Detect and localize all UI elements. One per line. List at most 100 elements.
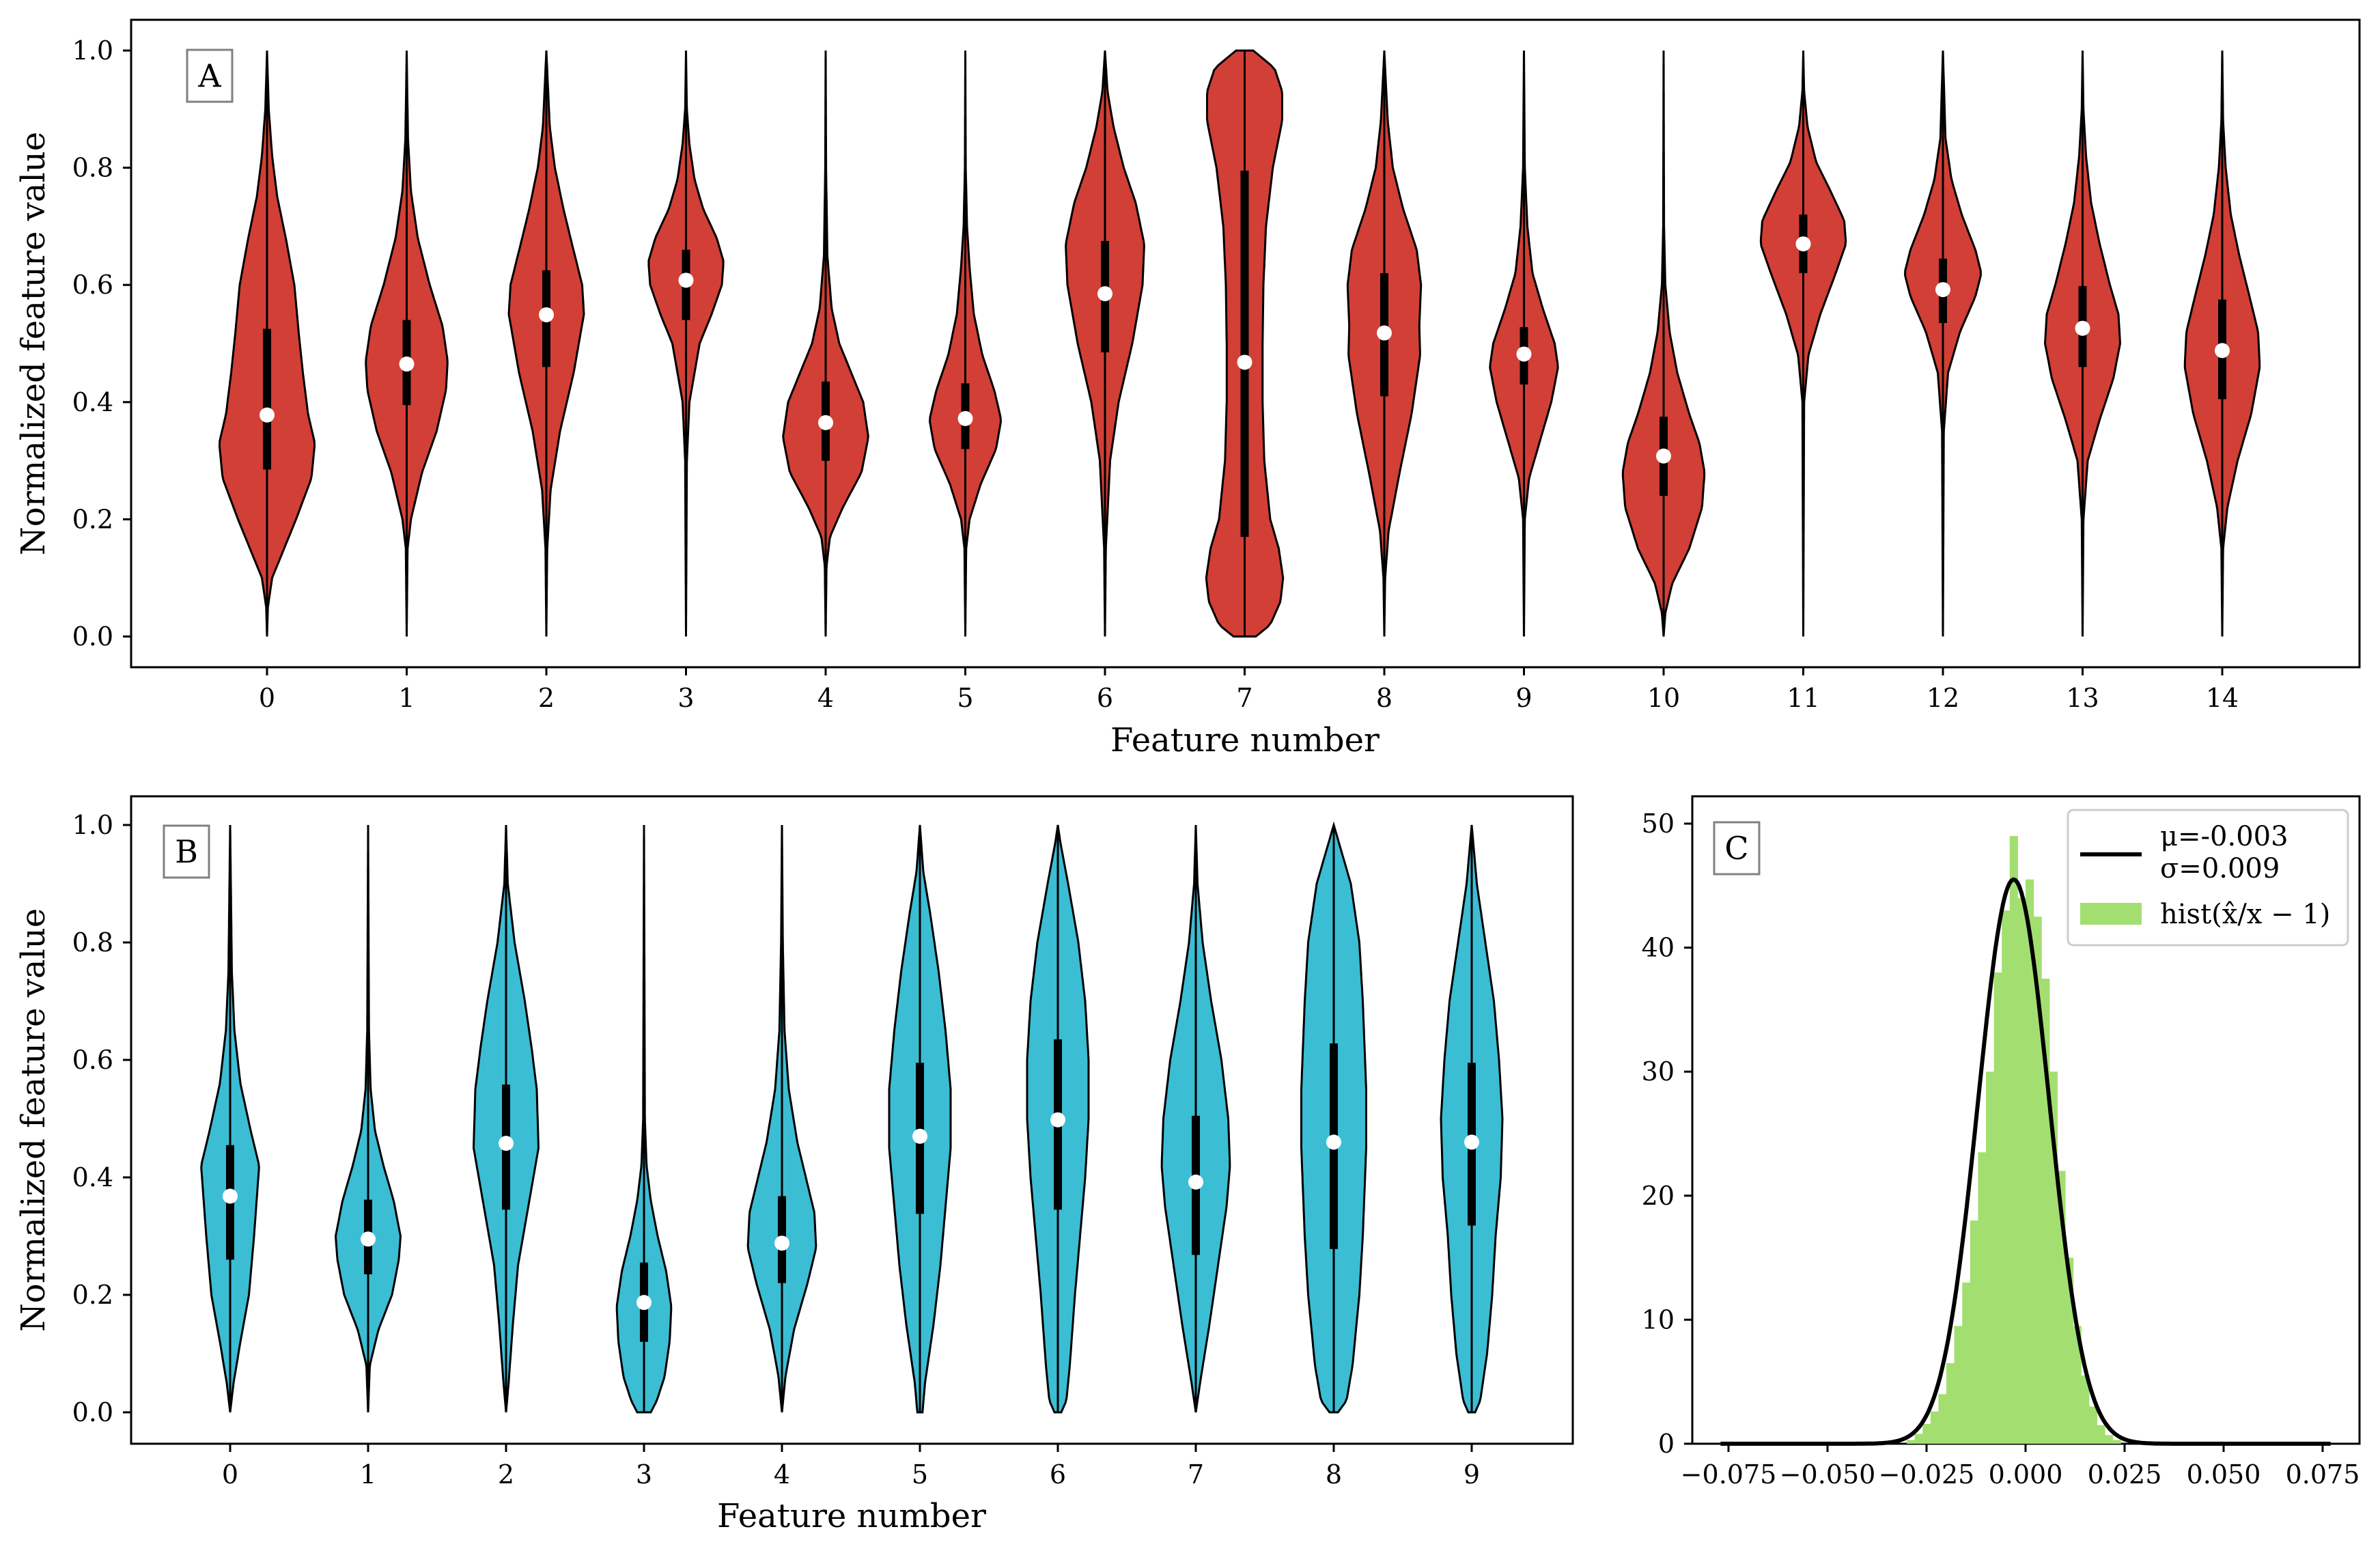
x-tick-label: 1: [360, 1459, 376, 1489]
violin-median-dot: [818, 415, 833, 430]
panel-b-x-ticks: 0 1 2 3 4 5 6 7 8 9: [222, 1444, 1480, 1489]
violin-median-dot: [1237, 354, 1252, 370]
histogram-bar: [2105, 1435, 2114, 1444]
violin-median-dot: [636, 1295, 652, 1311]
histogram-bar: [1978, 1152, 1987, 1444]
violin-median-dot: [499, 1136, 514, 1151]
y-tick-label: 0.8: [72, 927, 113, 957]
panel-b-frame: [130, 795, 1574, 1445]
x-tick-label: 14: [2206, 683, 2239, 713]
histogram-bar: [2112, 1440, 2121, 1444]
y-tick-label: 0.2: [72, 1280, 113, 1310]
legend-hist-label: hist(x̂/x − 1): [2160, 899, 2330, 930]
x-tick-label: 13: [2066, 683, 2099, 713]
x-tick-label: −0.050: [1780, 1459, 1876, 1489]
violin-median-dot: [539, 307, 554, 322]
y-tick-label: 30: [1642, 1057, 1675, 1087]
violin-median-dot: [1795, 236, 1811, 252]
x-tick-label: 8: [1376, 683, 1392, 713]
y-tick-label: 0.4: [72, 1162, 113, 1192]
violin-median-dot: [223, 1188, 238, 1204]
violin-median-dot: [957, 410, 973, 426]
violin-median-dot: [1050, 1112, 1065, 1128]
panel-c-label: C: [1724, 830, 1748, 867]
histogram-bar: [1993, 972, 2002, 1444]
histogram-bar: [1954, 1326, 1963, 1444]
y-tick-label: 0.0: [72, 1397, 113, 1427]
histogram-bar: [2009, 836, 2018, 1444]
panel-c: 0 10 20 30 40 50 −0.075 −0.050 −0.025 0.000 0.025…: [1642, 795, 2361, 1489]
violin-median-dot: [1326, 1134, 1341, 1150]
y-tick-label: 1.0: [72, 36, 113, 66]
violin-median-dot: [1377, 325, 1392, 341]
histogram-bar: [1946, 1362, 1955, 1444]
panel-b: 0.0 0.2 0.4 0.6 0.8 1.0 0 1 2 3 4 5 6 7 8 9 Feature nu…: [14, 795, 1574, 1535]
panel-b-ylabel: Normalized feature value: [14, 908, 53, 1332]
histogram-bar: [2017, 897, 2026, 1444]
x-tick-label: 3: [677, 683, 694, 713]
histogram-bar: [1930, 1411, 1939, 1444]
y-tick-label: 0.6: [72, 1045, 113, 1075]
x-tick-label: 9: [1464, 1459, 1480, 1489]
y-tick-label: 0.6: [72, 270, 113, 300]
violin-median-dot: [1464, 1134, 1479, 1150]
histogram-bar: [1907, 1440, 1916, 1444]
x-tick-label: −0.075: [1681, 1459, 1777, 1489]
violin-median-dot: [774, 1235, 789, 1251]
x-tick-label: 5: [957, 683, 973, 713]
histogram-bar: [2033, 917, 2042, 1444]
y-tick-label: 20: [1642, 1181, 1675, 1211]
x-tick-label: 5: [912, 1459, 928, 1489]
violin-median-dot: [2215, 343, 2230, 359]
y-tick-label: 0.4: [72, 387, 113, 417]
panel-a: 0.00.20.40.60.81.0 0 1 2 3 4 5 6 7 8 9 10 11 12 13 14 …: [14, 18, 2361, 759]
histogram-bar: [1970, 1220, 1978, 1444]
x-tick-label: 3: [636, 1459, 652, 1489]
panel-c-legend: μ=-0.003 σ=0.009 hist(x̂/x − 1): [2067, 809, 2349, 947]
panel-b-label: B: [175, 833, 198, 870]
histogram-bar: [1922, 1423, 1931, 1444]
panel-b-violins: [200, 821, 1504, 1414]
panel-a-violins: [218, 49, 2261, 638]
x-tick-label: 4: [774, 1459, 790, 1489]
panel-a-x-ticks: 0 1 2 3 4 5 6 7 8 9 10 11 12 13 14: [259, 667, 2239, 713]
x-tick-label: −0.025: [1879, 1459, 1975, 1489]
x-tick-label: 1: [398, 683, 415, 713]
panel-a-xlabel: Feature number: [1110, 721, 1380, 759]
legend-fit-label-sigma: σ=0.009: [2160, 853, 2280, 884]
violin-median-dot: [1935, 282, 1950, 298]
y-tick-label: 0.2: [72, 504, 113, 534]
histogram-bar: [2088, 1406, 2097, 1444]
x-tick-label: 7: [1236, 683, 1252, 713]
panel-c-y-ticks: 0 10 20 30 40 50: [1642, 809, 1692, 1459]
x-tick-label: 0.075: [2286, 1459, 2360, 1489]
y-tick-label: 0: [1658, 1429, 1675, 1459]
x-tick-label: 0.000: [1989, 1459, 2063, 1489]
x-tick-label: 0.025: [2088, 1459, 2162, 1489]
x-tick-label: 11: [1787, 683, 1819, 713]
violin-median-dot: [1516, 346, 1532, 362]
y-tick-label: 10: [1642, 1304, 1675, 1334]
histogram-bar: [2026, 879, 2034, 1444]
histogram-bar: [2073, 1326, 2082, 1444]
histogram-bar: [1938, 1394, 1947, 1444]
panel-c-label-box: [1713, 821, 1761, 876]
panel-a-y-ticks: 0.0 0.2 0.4 0.6 0.8 1.0: [72, 36, 131, 652]
x-tick-label: 0.050: [2187, 1459, 2261, 1489]
histogram-bar: [1914, 1433, 1923, 1444]
x-tick-label: 2: [498, 1459, 514, 1489]
violin-median-dot: [399, 356, 415, 372]
violin-median-dot: [260, 407, 275, 423]
histogram-bar: [1962, 1282, 1971, 1444]
panel-c-x-ticks: −0.075 −0.050 −0.025 0.000 0.025 0.050 0.075: [1681, 1444, 2360, 1489]
histogram-bar: [2002, 910, 2011, 1444]
panel-a-label: A: [197, 57, 221, 94]
y-tick-label: 1.0: [72, 810, 113, 840]
histogram-bar: [2081, 1375, 2090, 1444]
violin-median-dot: [2075, 320, 2090, 336]
panel-b-xlabel: Feature number: [717, 1497, 986, 1535]
y-tick-label: 50: [1642, 809, 1675, 839]
x-tick-label: 2: [538, 683, 555, 713]
panel-c-gaussian-fit-line: [1720, 877, 2331, 1446]
y-tick-label: 0.8: [72, 153, 113, 183]
